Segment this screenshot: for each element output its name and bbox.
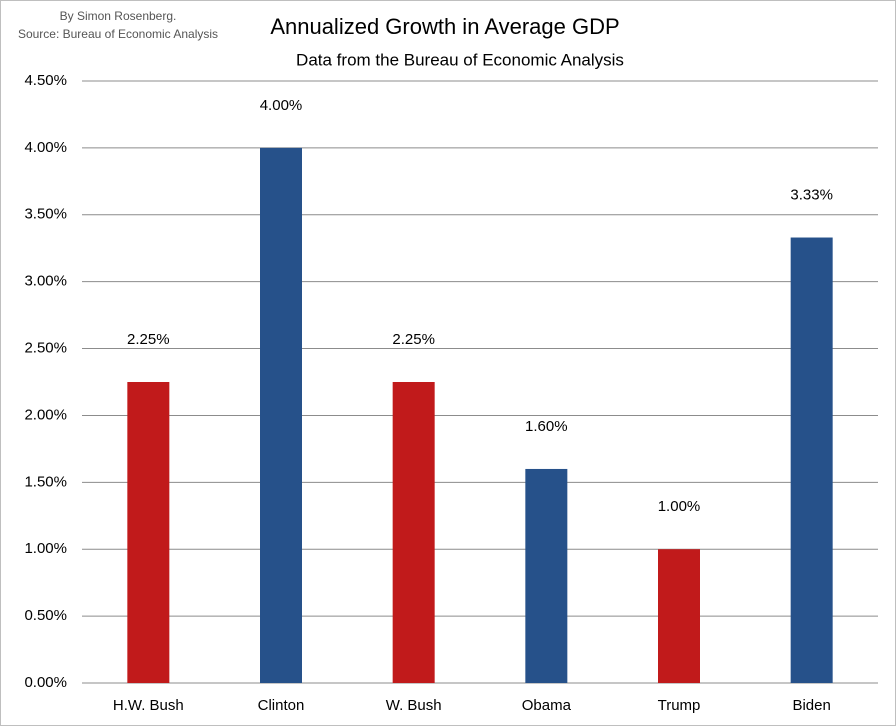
bar: [658, 549, 700, 683]
author-note: By Simon Rosenberg.: [60, 9, 177, 23]
x-tick-label: Biden: [792, 697, 830, 714]
y-tick-label: 1.50%: [24, 473, 67, 490]
data-label: 2.25%: [392, 331, 435, 348]
y-tick-label: 1.00%: [24, 540, 67, 557]
y-tick-label: 0.50%: [24, 607, 67, 624]
data-label: 3.33%: [790, 186, 833, 203]
y-tick-label: 2.00%: [24, 406, 67, 423]
bar: [260, 147, 302, 683]
x-tick-label: W. Bush: [386, 697, 442, 714]
y-tick-label: 4.50%: [24, 72, 67, 89]
chart-title: Annualized Growth in Average GDP: [270, 14, 619, 39]
data-label: 4.00%: [260, 97, 303, 114]
bar: [127, 382, 170, 683]
x-tick-label: Obama: [522, 697, 572, 714]
x-tick-label: Clinton: [258, 697, 305, 714]
data-label: 1.60%: [525, 418, 568, 435]
y-tick-label: 3.00%: [24, 273, 67, 290]
x-tick-label: H.W. Bush: [113, 697, 184, 714]
data-label: 1.00%: [658, 498, 701, 515]
x-tick-label: Trump: [658, 697, 701, 714]
bar: [525, 468, 568, 683]
y-tick-label: 3.50%: [24, 206, 67, 223]
data-label: 2.25%: [127, 331, 170, 348]
bar: [790, 237, 833, 683]
y-tick-label: 2.50%: [24, 340, 67, 357]
chart-subtitle: Data from the Bureau of Economic Analysi…: [296, 50, 624, 69]
y-tick-label: 0.00%: [24, 674, 67, 691]
bar: [392, 382, 435, 683]
source-note: Source: Bureau of Economic Analysis: [18, 27, 218, 41]
y-tick-label: 4.00%: [24, 139, 67, 156]
